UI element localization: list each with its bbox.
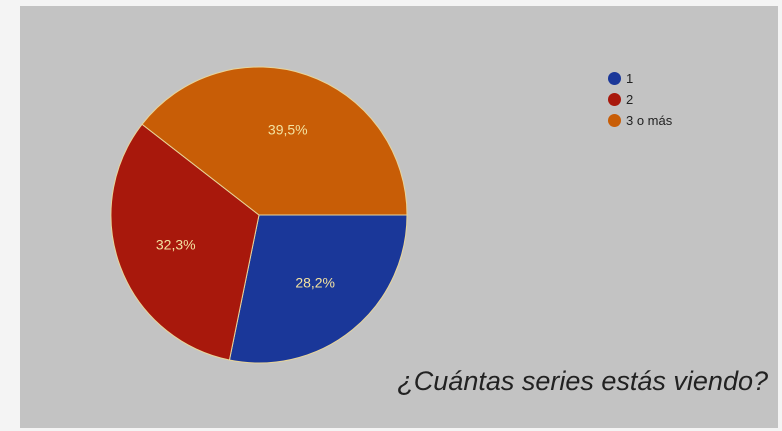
pie-slice-3 [141, 66, 408, 216]
pie-data-labels: 28,2% 32,3% 39,5% [156, 122, 335, 291]
legend-item-3: 3 o más [608, 110, 672, 131]
legend-item-1: 1 [608, 68, 672, 89]
pie-data-label-3: 39,5% [268, 122, 308, 138]
legend-swatch-icon [608, 114, 621, 127]
legend-label: 3 o más [626, 113, 673, 128]
legend-swatch-icon [608, 72, 621, 85]
pie-slice-1 [228, 214, 408, 364]
legend-item-2: 2 [608, 89, 672, 110]
pie-data-label-1: 28,2% [295, 274, 335, 290]
legend-swatch-icon [608, 93, 621, 106]
pie-slice-2 [110, 123, 260, 361]
question-caption: ¿Cuántas series estás viendo? [397, 366, 768, 396]
pie-data-label-2: 32,3% [156, 237, 196, 253]
pie-slices [110, 66, 408, 364]
legend-label: 2 [626, 92, 634, 107]
chart-legend: 1 2 3 o más [608, 68, 672, 131]
legend-label: 1 [626, 71, 634, 86]
